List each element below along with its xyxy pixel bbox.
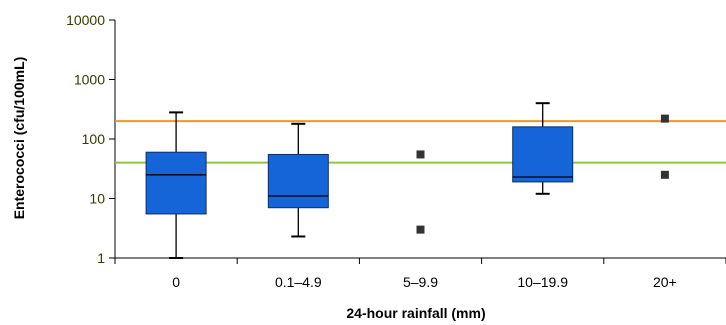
data-point (660, 114, 669, 123)
plot-area: 1 10 100 1000 10000 0 0.1–4.9 5–9.9 10–19.9 20+ (66, 12, 726, 290)
x-tick-label: 5–9.9 (403, 274, 438, 290)
y-tick-label: 10 (89, 191, 105, 207)
y-tick-label: 100 (82, 131, 106, 147)
box (512, 126, 574, 183)
y-tick-label: 10000 (66, 12, 105, 28)
x-tick-label: 10–19.9 (517, 274, 568, 290)
x-tick-label: 0.1–4.9 (275, 274, 322, 290)
box (145, 151, 207, 215)
data-point (416, 150, 425, 159)
y-tick-label: 1 (97, 250, 105, 266)
box (267, 153, 329, 209)
y-tick-label: 1000 (74, 72, 105, 88)
x-tick-label: 20+ (653, 274, 677, 290)
x-tick-label: 0 (172, 274, 180, 290)
y-axis-title: Enterococci (cfu/100mL) (11, 57, 27, 220)
x-axis-title: 24-hour rainfall (mm) (346, 305, 485, 321)
data-point (416, 225, 425, 234)
data-point (660, 170, 669, 179)
